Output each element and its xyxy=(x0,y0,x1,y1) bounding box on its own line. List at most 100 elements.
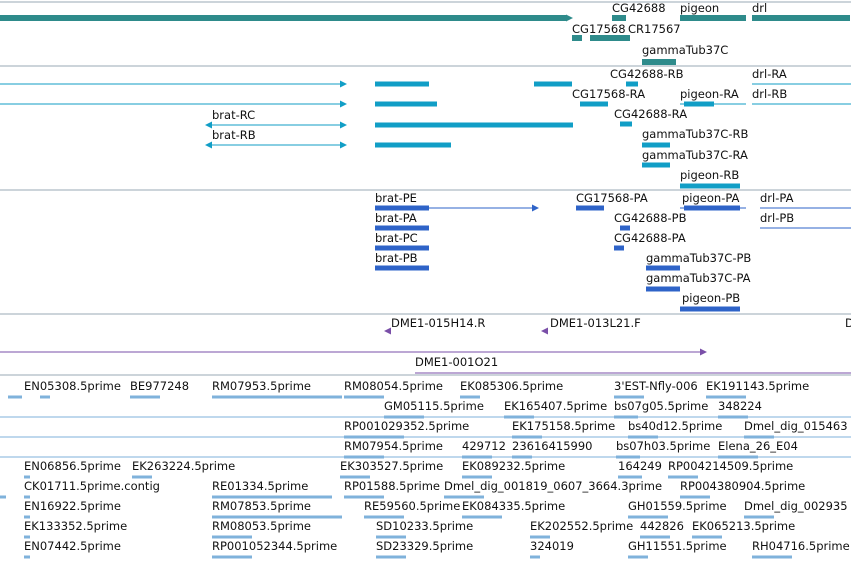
est-feature[interactable] xyxy=(212,535,252,539)
protein-label[interactable]: brat-PE xyxy=(375,191,417,205)
protein-exon[interactable] xyxy=(684,205,740,211)
mrna-exon[interactable] xyxy=(580,101,608,107)
est-label[interactable]: GH11551.5prime xyxy=(628,539,727,553)
est-label[interactable]: EN05308.5prime xyxy=(24,379,121,393)
est-label[interactable]: bs07h03.5prime xyxy=(616,439,710,453)
est-label[interactable]: EN06856.5prime xyxy=(24,459,121,473)
est-label[interactable]: RP001029352.5prime xyxy=(344,419,469,433)
est-feature[interactable] xyxy=(212,515,342,519)
est-feature[interactable] xyxy=(212,395,342,399)
est-feature[interactable] xyxy=(24,515,30,519)
est-feature[interactable] xyxy=(680,495,710,499)
est-label[interactable]: RP001052344.5prime xyxy=(212,539,337,553)
est-feature[interactable] xyxy=(24,535,30,539)
est-feature[interactable] xyxy=(706,395,746,399)
est-label[interactable]: RP01588.5prime xyxy=(344,479,440,493)
est-feature[interactable] xyxy=(132,475,152,479)
est-label[interactable]: EN16922.5prime xyxy=(24,499,121,513)
protein-label[interactable]: brat-PC xyxy=(375,231,418,245)
est-feature[interactable] xyxy=(504,415,534,419)
est-label[interactable]: SD23329.5prime xyxy=(376,539,473,553)
protein-exon[interactable] xyxy=(614,245,624,251)
clone-label[interactable]: DME1-015H14.R xyxy=(391,316,485,330)
est-label[interactable]: EK303527.5prime xyxy=(340,459,443,473)
est-feature[interactable] xyxy=(376,535,406,539)
mrna-label[interactable]: brat-RC xyxy=(212,108,255,122)
est-label[interactable]: 429712 xyxy=(462,439,506,453)
est-label[interactable]: RP004380904.5prime xyxy=(680,479,805,493)
mrna-label[interactable]: pigeon-RA xyxy=(680,87,739,101)
est-feature[interactable] xyxy=(530,535,550,539)
est-label[interactable]: EK175158.5prime xyxy=(512,419,615,433)
est-feature[interactable] xyxy=(718,455,758,459)
est-label[interactable]: 442826 xyxy=(640,519,684,533)
protein-exon[interactable] xyxy=(646,265,680,271)
est-feature[interactable] xyxy=(618,475,642,479)
est-feature[interactable] xyxy=(744,515,774,519)
est-feature[interactable] xyxy=(344,495,384,499)
est-label[interactable]: CK01711.5prime.contig xyxy=(24,479,160,493)
est-feature[interactable] xyxy=(462,515,502,519)
est-feature[interactable] xyxy=(0,495,6,499)
protein-exon[interactable] xyxy=(375,205,429,211)
mrna-exon[interactable] xyxy=(684,101,714,107)
est-label[interactable]: RM08053.5prime xyxy=(212,519,311,533)
protein-label[interactable]: pigeon-PA xyxy=(682,191,740,205)
est-feature[interactable] xyxy=(668,475,698,479)
clone-label[interactable]: DME1-013L21.F xyxy=(550,316,641,330)
clone-label[interactable]: D xyxy=(845,316,851,330)
protein-label[interactable]: drl-PB xyxy=(760,211,794,225)
est-label[interactable]: GH01559.5prime xyxy=(628,499,727,513)
est-feature[interactable] xyxy=(718,415,748,419)
est-feature[interactable] xyxy=(512,455,532,459)
clone-label[interactable]: DME1-001O21 xyxy=(415,355,498,369)
est-label[interactable]: EN07442.5prime xyxy=(24,539,121,553)
mrna-exon[interactable] xyxy=(642,162,670,168)
est-label[interactable]: RM08054.5prime xyxy=(344,379,443,393)
est-feature[interactable] xyxy=(344,435,404,439)
gene-feature[interactable] xyxy=(0,15,566,21)
est-feature[interactable] xyxy=(364,515,404,519)
est-label[interactable]: Dmel_dig_002935 xyxy=(744,499,848,513)
est-label[interactable]: bs07g05.5prime xyxy=(614,399,708,413)
est-label[interactable]: bs40d12.5prime xyxy=(628,419,722,433)
mrna-exon[interactable] xyxy=(620,121,632,127)
mrna-exon[interactable] xyxy=(642,142,670,148)
est-feature[interactable] xyxy=(460,395,480,399)
est-label[interactable]: EK065213.5prime xyxy=(692,519,795,533)
gene-feature[interactable] xyxy=(680,15,746,21)
gene-feature[interactable] xyxy=(572,35,582,41)
est-feature[interactable] xyxy=(340,475,370,479)
protein-exon[interactable] xyxy=(375,265,429,271)
gene-label[interactable]: CG42688 xyxy=(612,1,666,15)
mrna-exon[interactable] xyxy=(534,81,572,87)
est-feature[interactable] xyxy=(24,555,30,559)
est-label[interactable]: EK085306.5prime xyxy=(460,379,563,393)
est-label[interactable]: EK263224.5prime xyxy=(132,459,235,473)
gene-label[interactable]: CG17568 xyxy=(572,22,626,36)
est-label[interactable]: EK089232.5prime xyxy=(462,459,565,473)
est-label[interactable]: RE01334.5prime xyxy=(212,479,308,493)
mrna-exon[interactable] xyxy=(375,142,451,148)
est-feature[interactable] xyxy=(212,555,252,559)
gene-feature[interactable] xyxy=(642,59,676,65)
est-feature[interactable] xyxy=(744,435,774,439)
est-label[interactable]: Elena_26_E04 xyxy=(718,439,798,453)
protein-exon[interactable] xyxy=(375,225,429,231)
est-feature[interactable] xyxy=(212,495,332,499)
est-label[interactable]: RM07954.5prime xyxy=(344,439,443,453)
est-label[interactable]: 324019 xyxy=(530,539,574,553)
mrna-label[interactable]: drl-RB xyxy=(752,87,787,101)
mrna-exon[interactable] xyxy=(680,183,740,189)
protein-label[interactable]: CG42688-PB xyxy=(614,211,687,225)
gene-feature[interactable] xyxy=(752,15,850,21)
est-label[interactable]: 3'EST-Nfly-006 xyxy=(614,379,698,393)
est-label[interactable]: Dmel_dig_001819_0607_3664.3prime xyxy=(444,479,662,493)
mrna-label[interactable]: CG17568-RA xyxy=(572,87,645,101)
est-feature[interactable] xyxy=(614,395,644,399)
protein-label[interactable]: brat-PB xyxy=(375,251,418,265)
mrna-label[interactable]: brat-RB xyxy=(212,128,256,142)
est-feature[interactable] xyxy=(462,455,492,459)
est-label[interactable]: RP004214509.5prime xyxy=(668,459,793,473)
mrna-label[interactable]: gammaTub37C-RB xyxy=(642,127,748,141)
